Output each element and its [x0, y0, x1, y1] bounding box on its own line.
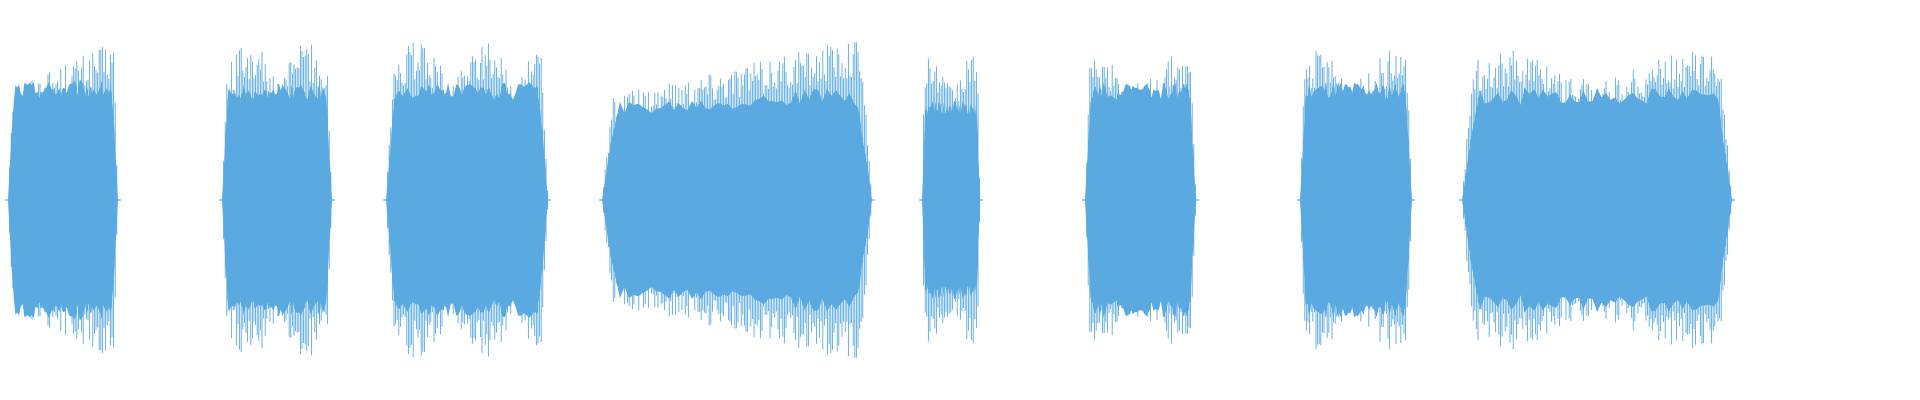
waveform-segment-7	[1297, 51, 1415, 349]
waveform-segment-8	[1459, 50, 1735, 350]
waveform-segment-3	[383, 42, 551, 358]
waveform-segment-2	[219, 44, 335, 356]
waveform-segment-1	[5, 47, 121, 353]
waveform-segment-6	[1082, 56, 1199, 344]
waveform-segment-4	[599, 42, 875, 358]
waveform-segment-5	[919, 56, 983, 344]
